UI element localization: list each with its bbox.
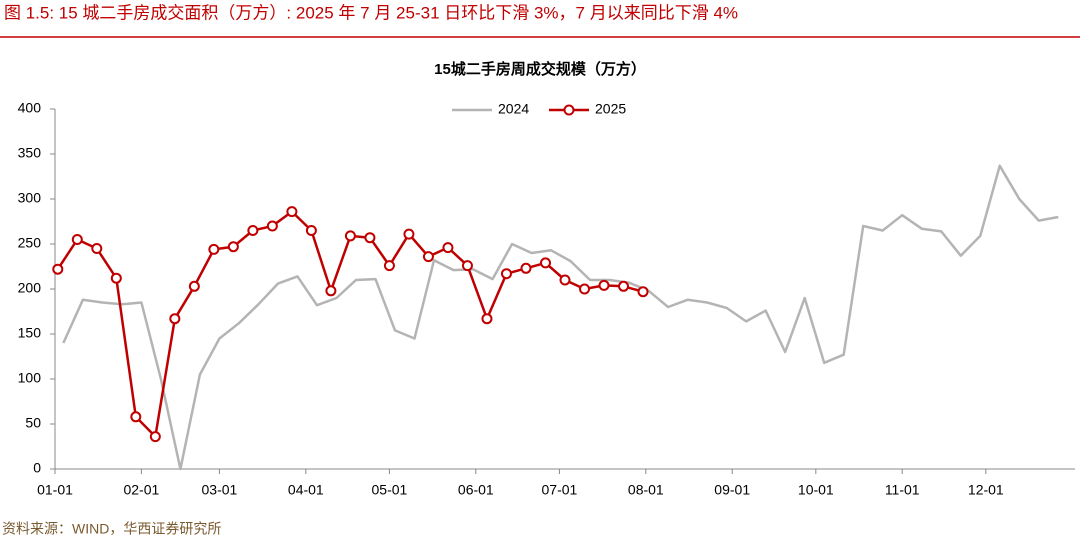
- point: [227, 241, 239, 253]
- x-tick-label: 02-01: [123, 482, 159, 498]
- x-tick-label: 07-01: [542, 482, 578, 498]
- point: [344, 230, 356, 242]
- point: [481, 313, 493, 325]
- y-tick-label: 200: [18, 280, 42, 296]
- point: [286, 206, 298, 218]
- legend-marker: [563, 104, 575, 116]
- point: [539, 257, 551, 269]
- point: [149, 431, 161, 443]
- series-line: [56, 210, 644, 438]
- x-tick-label: 12-01: [968, 482, 1004, 498]
- x-tick-label: 11-01: [885, 482, 920, 498]
- point: [422, 251, 434, 263]
- point: [110, 272, 122, 284]
- x-tick-label: 05-01: [372, 482, 408, 498]
- x-tick-label: 10-01: [798, 482, 834, 498]
- y-tick-label: 0: [33, 460, 41, 476]
- y-tick-label: 50: [25, 415, 41, 431]
- point: [598, 279, 610, 291]
- series-line: [62, 164, 1059, 471]
- point: [266, 220, 278, 232]
- x-tick-label: 09-01: [714, 482, 750, 498]
- point: [579, 283, 591, 295]
- x-tick-label: 01-01: [37, 482, 73, 498]
- legend-label: 2024: [498, 101, 529, 117]
- point: [559, 274, 571, 286]
- y-tick-label: 400: [18, 100, 42, 116]
- point: [364, 232, 376, 244]
- point: [383, 260, 395, 272]
- point: [188, 280, 200, 292]
- y-tick-label: 250: [18, 235, 42, 251]
- point: [461, 260, 473, 272]
- point: [208, 243, 220, 255]
- source: 资料来源：WIND，华西证券研究所: [2, 521, 221, 537]
- y-tick-label: 350: [18, 145, 42, 161]
- point: [403, 228, 415, 240]
- point: [52, 263, 64, 275]
- point: [442, 242, 454, 254]
- y-tick-label: 100: [18, 370, 42, 386]
- point: [130, 411, 142, 423]
- point: [91, 243, 103, 254]
- y-tick-label: 300: [18, 190, 42, 206]
- x-tick-label: 06-01: [458, 482, 494, 498]
- point: [247, 225, 259, 236]
- x-tick-label: 04-01: [288, 482, 324, 498]
- point: [637, 286, 649, 298]
- x-tick-label: 03-01: [202, 482, 238, 498]
- point: [500, 268, 512, 280]
- point: [305, 225, 317, 236]
- point: [169, 313, 181, 325]
- legend-label: 2025: [595, 101, 626, 117]
- point: [618, 280, 630, 292]
- y-tick-label: 150: [18, 325, 42, 341]
- chart-title: 15城二手房周成交规模（万方）: [434, 60, 646, 78]
- figure-title: 图 1.5: 15 城二手房成交面积（万方）: 2025 年 7 月 25-31…: [4, 3, 738, 22]
- point: [520, 262, 532, 274]
- x-tick-label: 08-01: [628, 482, 664, 498]
- point: [325, 285, 337, 297]
- point: [71, 234, 83, 245]
